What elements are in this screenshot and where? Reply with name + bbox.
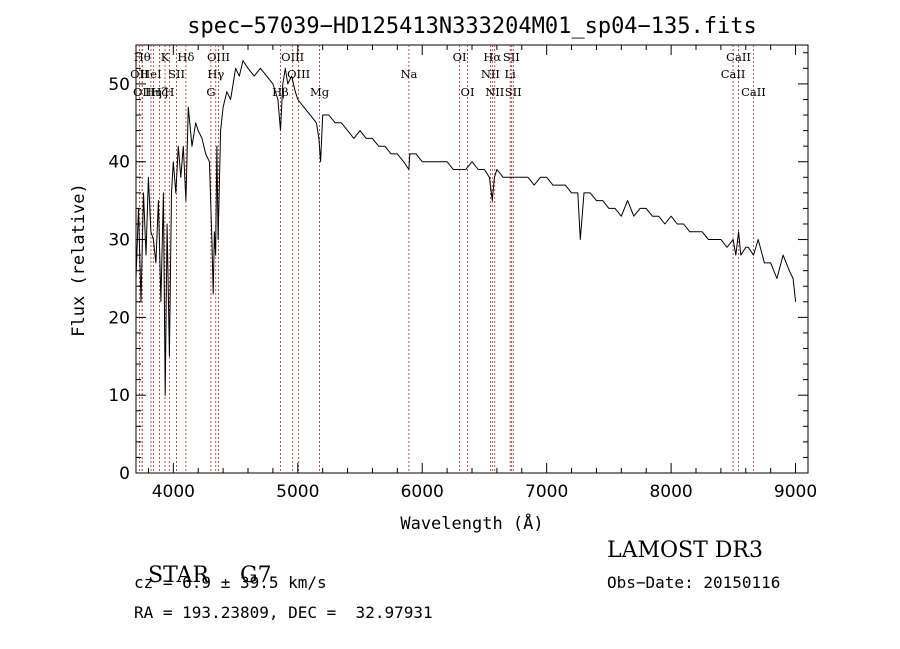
emission-line-label-13: Hβ [272, 85, 289, 99]
emission-line-label-19: OI [461, 85, 475, 99]
emission-line-label-27: CaII [726, 50, 751, 64]
emission-line-label-4: Hη [145, 85, 162, 99]
emission-line-label-16: Mg [310, 85, 330, 99]
y-axis-label: Flux (relative) [69, 183, 89, 337]
y-tick-label-4: 40 [108, 153, 130, 173]
observation-date: Obs−Date: 20150116 [607, 573, 781, 592]
emission-line-label-3: HeI [140, 67, 161, 81]
x-tick-label-3: 7000 [525, 482, 568, 502]
emission-line-label-17: Na [400, 67, 417, 81]
emission-line-label-10: G [206, 85, 215, 99]
x-tick-label-1: 5000 [276, 482, 319, 502]
emission-line-label-26: CaII [721, 67, 746, 81]
emission-line-markers [138, 45, 754, 473]
emission-line-label-0: Hθ [134, 50, 151, 64]
y-tick-label-1: 10 [108, 386, 130, 406]
x-axis: 4000 5000 6000 7000 8000 9000 [147, 45, 817, 502]
redshift-cz: cz = 6.9 ± 39.5 km/s [134, 573, 327, 592]
emission-line-label-14: OIII [281, 50, 304, 64]
emission-line-label-24: SII [503, 50, 520, 64]
chart-title: spec−57039−HD125413N333204M01_sp04−135.f… [187, 14, 757, 39]
emission-line-label-18: OI [453, 50, 467, 64]
emission-line-label-7: H [164, 85, 174, 99]
object-type: STAR [148, 563, 209, 588]
emission-line-label-15: OIII [287, 67, 310, 81]
emission-line-label-5: Hζ [151, 85, 167, 99]
emission-line-label-9: Hδ [177, 50, 194, 64]
y-tick-label-0: 0 [119, 464, 130, 484]
x-axis-label: Wavelength (Å) [400, 512, 543, 534]
survey-name: LAMOST DR3 [607, 538, 763, 563]
emission-line-label-8: SII [168, 67, 185, 81]
x-tick-label-4: 8000 [649, 482, 692, 502]
emission-line-label-28: CaII [741, 85, 766, 99]
emission-line-label-12: OIII [207, 50, 230, 64]
y-tick-label-3: 30 [108, 231, 130, 251]
emission-line-label-20: NII [481, 67, 500, 81]
y-axis: 0 10 20 30 40 50 [108, 52, 808, 484]
emission-line-label-1: OII [130, 67, 149, 81]
y-tick-label-2: 20 [108, 308, 130, 328]
spectrum-line [135, 60, 797, 396]
object-subclass: G7 [240, 563, 272, 588]
emission-line-label-22: NII [485, 85, 504, 99]
emission-line-labels: HθOIIOIIHeIHηHζKHSIIHδGHγOIIIHβOIIIOIIIM… [130, 50, 766, 99]
emission-line-label-23: Li [505, 67, 517, 81]
emission-line-label-21: Hα [483, 50, 501, 64]
x-tick-label-5: 9000 [774, 482, 817, 502]
x-tick-label-0: 4000 [152, 482, 195, 502]
plot-frame [135, 44, 809, 474]
emission-line-label-2: OII [133, 85, 152, 99]
emission-line-label-25: SII [505, 85, 522, 99]
coordinates: RA = 193.23809, DEC = 32.97931 [134, 603, 433, 622]
emission-line-label-6: K [161, 50, 170, 64]
y-tick-label-5: 50 [108, 75, 130, 95]
x-tick-label-2: 6000 [401, 482, 444, 502]
emission-line-label-11: Hγ [207, 67, 224, 81]
